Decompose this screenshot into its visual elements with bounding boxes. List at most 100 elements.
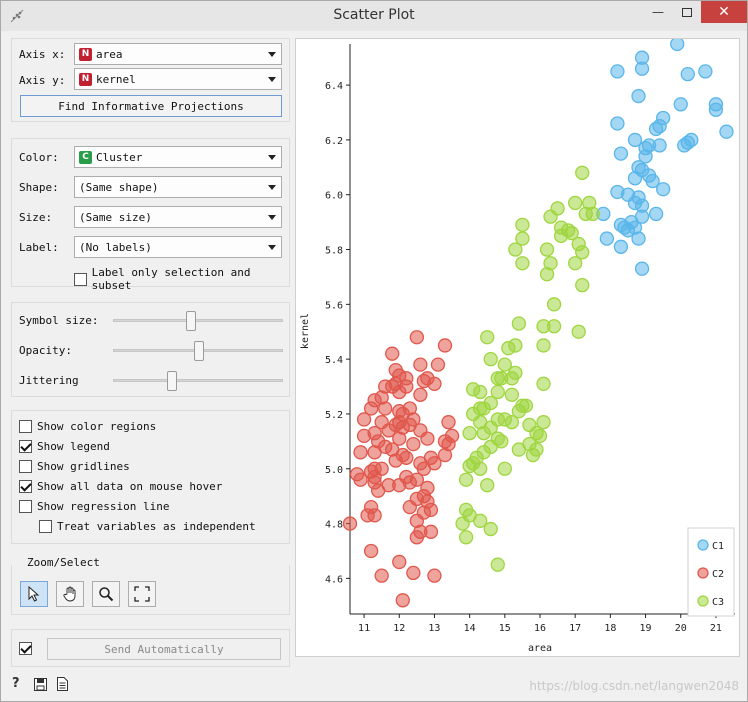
legend-marker-c2 (697, 567, 709, 579)
close-icon[interactable]: ✕ (701, 1, 747, 23)
data-point-c1 (634, 261, 650, 276)
axis-x-combo[interactable]: N area (74, 43, 282, 65)
data-point-c2 (420, 431, 435, 446)
x-tick-label: 19 (640, 623, 652, 634)
data-point-c2 (353, 472, 368, 487)
show-color-regions-checkbox[interactable]: Show color regions (19, 420, 156, 433)
maximize-icon[interactable] (673, 1, 701, 23)
checkbox-box (19, 440, 32, 453)
data-point-c2 (409, 530, 425, 545)
slider-handle[interactable] (166, 371, 177, 391)
legend-marker-c1 (697, 539, 709, 551)
save-icon[interactable] (34, 678, 47, 691)
checkbox-label: Show color regions (37, 420, 157, 433)
jittering-slider[interactable] (113, 371, 283, 391)
data-point-c3 (546, 297, 562, 312)
axis-y-combo[interactable]: N kernel (74, 68, 282, 90)
opacity-slider[interactable] (113, 341, 283, 361)
show-gridlines-checkbox[interactable]: Show gridlines (19, 460, 130, 473)
checkbox-box (19, 480, 32, 493)
pan-tool-button[interactable] (56, 581, 84, 607)
x-tick-label: 21 (710, 623, 722, 634)
data-point-c3 (508, 338, 523, 353)
show-all-data-on-hover-checkbox[interactable]: Show all data on mouse hover (19, 480, 222, 493)
data-point-c1 (680, 135, 695, 150)
show-legend-checkbox[interactable]: Show legend (19, 440, 110, 453)
show-regression-line-checkbox[interactable]: Show regression line (19, 500, 169, 513)
title-bar[interactable]: Scatter Plot — ✕ (1, 1, 747, 31)
data-point-c2 (406, 565, 421, 581)
checkbox-box (19, 460, 32, 473)
x-tick-label: 15 (499, 623, 511, 634)
data-point-c3 (511, 316, 527, 331)
x-tick-label: 11 (358, 623, 370, 634)
checkbox-box (39, 520, 52, 533)
size-combo[interactable]: (Same size) (74, 206, 282, 228)
data-point-c1 (680, 66, 695, 82)
label-only-selection-label: Label only selection and subset (91, 266, 251, 292)
data-point-c1 (670, 36, 685, 52)
data-point-c3 (490, 384, 505, 400)
zoom-icon (99, 587, 114, 602)
shape-combo[interactable]: (Same shape) (74, 176, 282, 198)
data-point-c1 (613, 239, 629, 254)
data-point-c1 (655, 182, 671, 197)
data-point-c3 (473, 461, 488, 476)
select-tool-button[interactable] (20, 581, 48, 607)
reset-zoom-button[interactable] (128, 581, 156, 607)
symbol-size-slider[interactable] (113, 311, 283, 331)
data-point-c2 (392, 554, 407, 570)
pointer-icon (28, 586, 40, 602)
find-informative-projections-button[interactable]: Find Informative Projections (20, 95, 282, 117)
data-point-c3 (473, 384, 488, 400)
jittering-label: Jittering (19, 374, 79, 387)
data-point-c3 (480, 478, 495, 493)
size-label: Size: (19, 211, 53, 224)
shape-value: (Same shape) (79, 180, 159, 194)
scatter-plot-canvas[interactable]: 11 12 13 14 15 16 17 18 19 20 21 4.6 4.8 5.0 5.2 5.4 5.6… (295, 36, 740, 657)
data-point-c1 (634, 61, 650, 76)
color-value: Cluster (96, 150, 143, 164)
checkbox-box (19, 642, 32, 655)
treat-variables-independent-checkbox[interactable]: Treat variables as independent (39, 520, 256, 533)
data-point-c1 (652, 119, 667, 134)
auto-send-checkbox[interactable] (19, 642, 37, 655)
send-panel: Send Automatically (11, 629, 290, 667)
data-point-c3 (458, 530, 474, 545)
x-tick-label: 14 (464, 623, 476, 634)
color-combo[interactable]: C Cluster (74, 146, 282, 168)
zoom-select-title: Zoom/Select (25, 556, 102, 569)
scatter-plot-svg[interactable]: 11 12 13 14 15 16 17 18 19 20 21 4.6 4.8 5.0 5.2 5.4 5.6… (296, 36, 739, 656)
zoom-tool-button[interactable] (92, 581, 120, 607)
label-only-selection-checkbox[interactable]: Label only selection and subset (74, 266, 289, 292)
help-icon[interactable]: ? (12, 676, 20, 691)
data-point-c3 (455, 516, 470, 531)
attributes-panel: Color: C Cluster Shape: (Same shape) Siz… (11, 138, 290, 292)
data-point-c3 (536, 338, 551, 353)
data-point-c2 (385, 346, 400, 361)
symbol-size-label: Symbol size: (19, 314, 99, 327)
data-point-c2 (409, 330, 425, 345)
label-combo[interactable]: (No labels) (74, 236, 282, 258)
report-icon[interactable] (57, 677, 68, 691)
slider-handle[interactable] (186, 311, 196, 331)
send-automatically-button[interactable]: Send Automatically (47, 638, 281, 660)
data-point-c3 (462, 425, 477, 441)
checkbox-box (19, 420, 32, 433)
data-point-c1 (631, 88, 646, 104)
x-tick-label: 18 (604, 623, 616, 634)
data-point-c3 (504, 387, 520, 402)
data-point-c3 (525, 447, 541, 463)
data-point-c2 (427, 568, 442, 583)
x-tick-label: 12 (393, 623, 405, 634)
data-point-c3 (511, 404, 527, 419)
data-point-c3 (480, 330, 495, 345)
data-point-c3 (575, 165, 590, 180)
minimize-icon[interactable]: — (652, 5, 664, 19)
data-point-c2 (392, 431, 407, 446)
data-point-c2 (441, 415, 456, 430)
data-point-c3 (515, 256, 530, 271)
slider-handle[interactable] (194, 341, 204, 361)
fit-icon (134, 586, 150, 602)
y-tick-label: 5.0 (325, 465, 343, 476)
